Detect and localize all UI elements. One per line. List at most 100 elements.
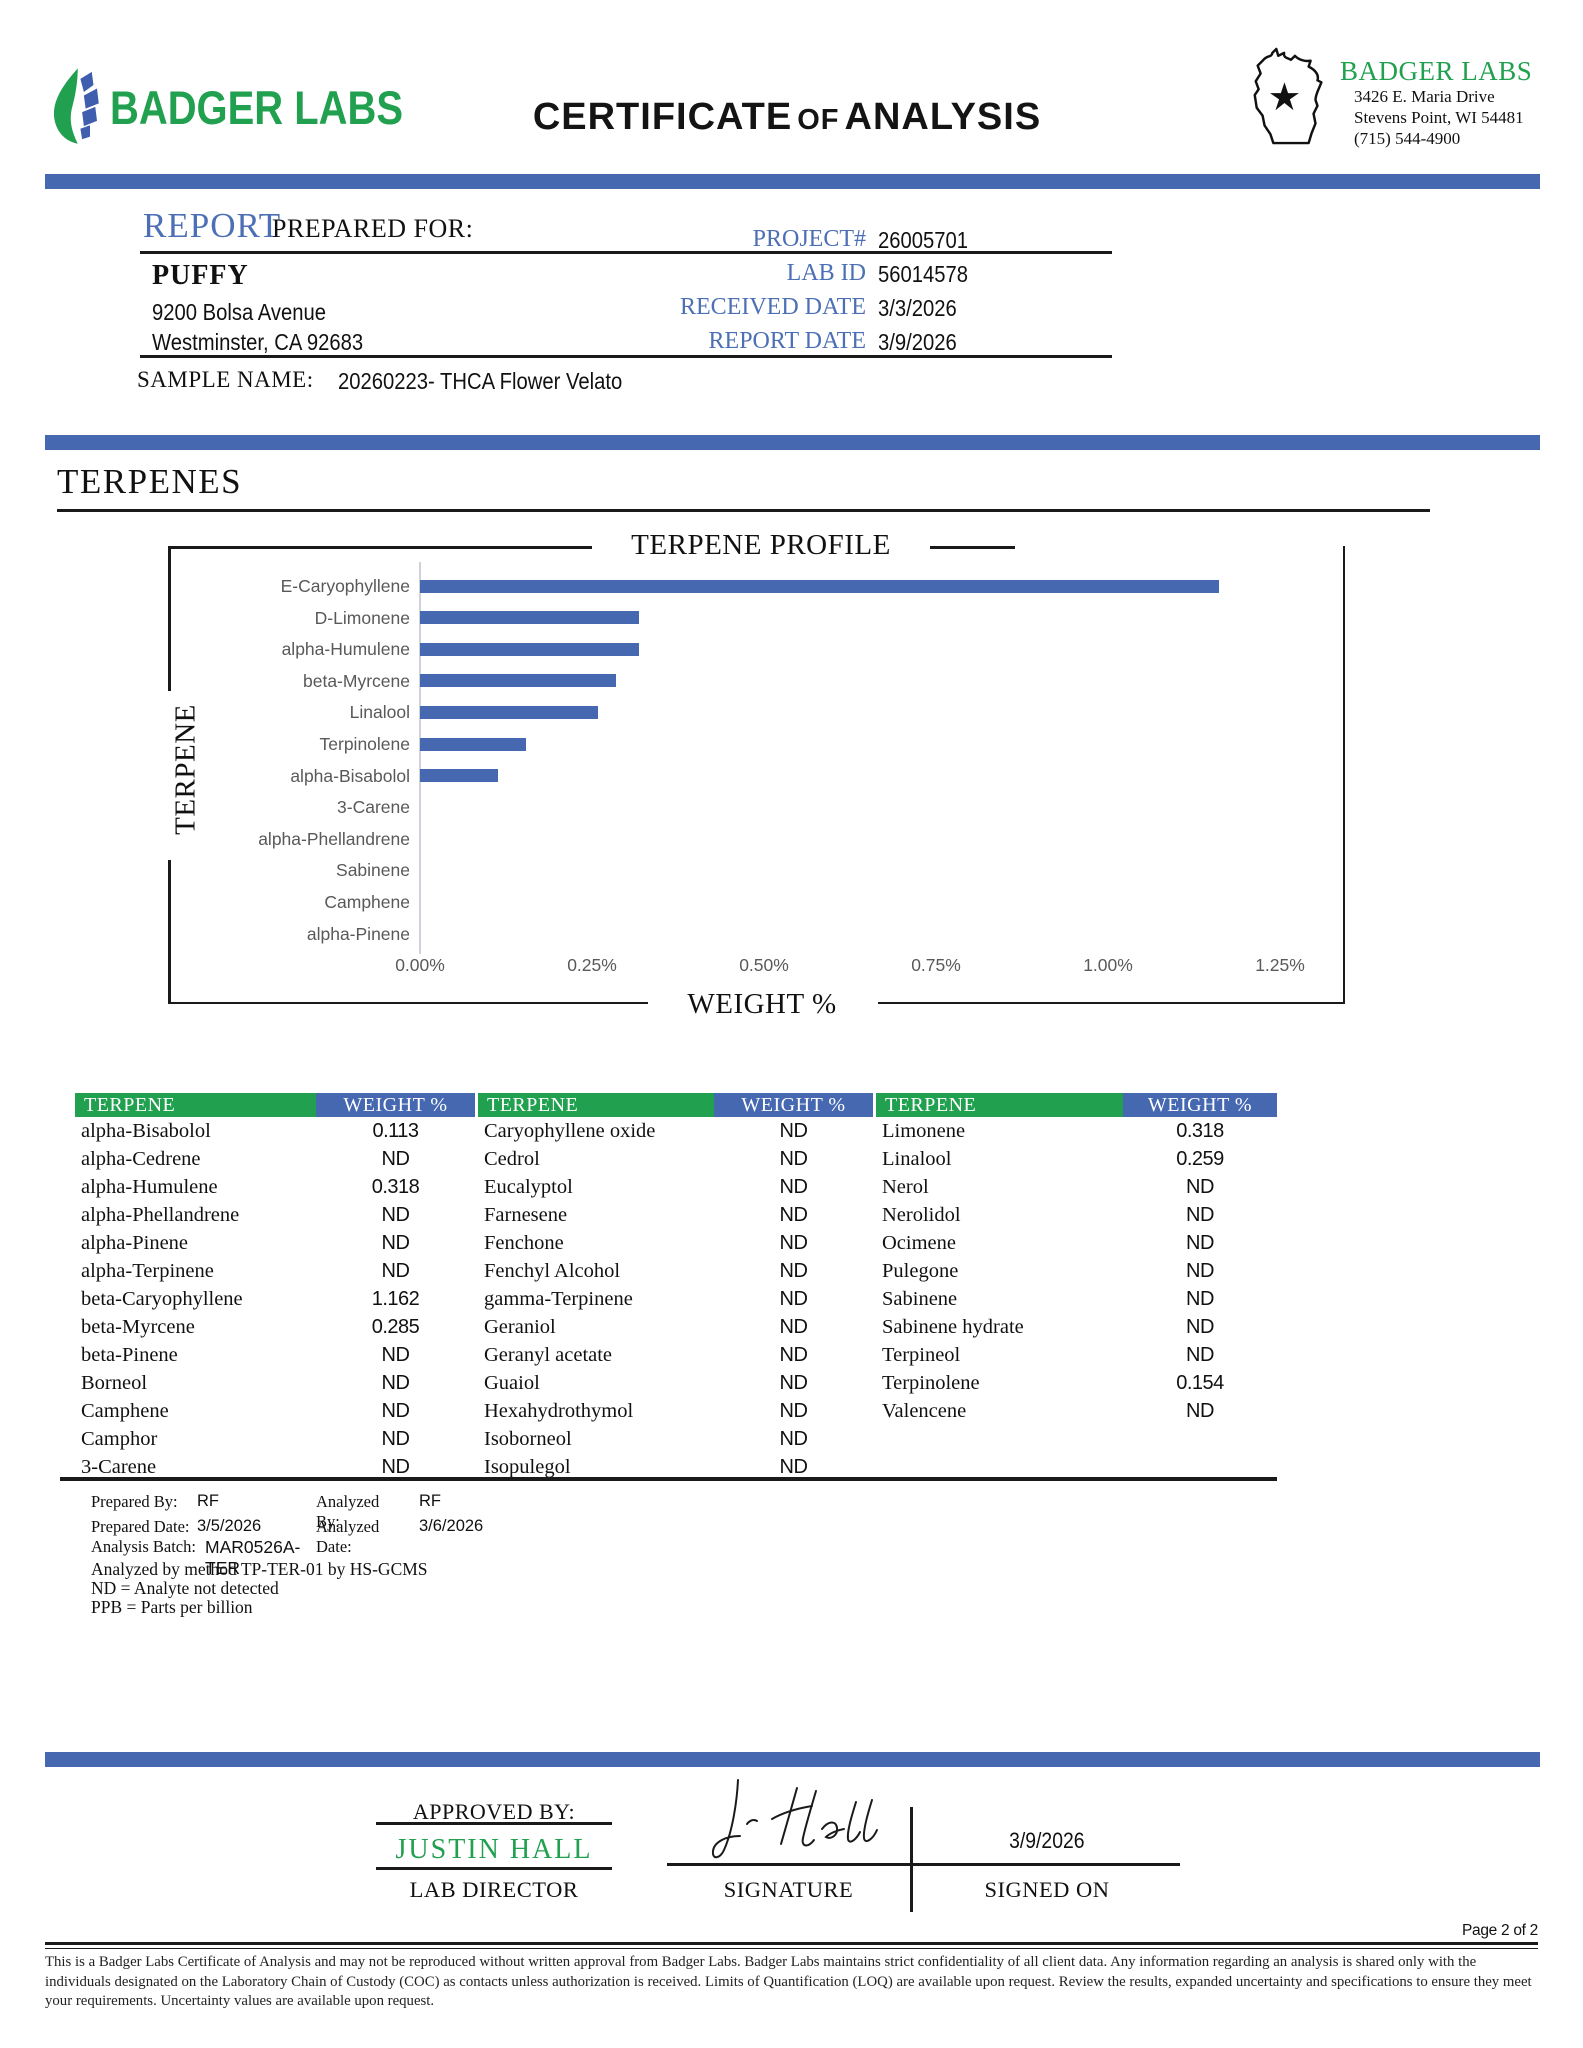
signoff-vertical-divider: [910, 1807, 913, 1912]
terpene-name-cell: alpha-Humulene: [81, 1176, 218, 1198]
badger-labs-logo-icon: [48, 66, 104, 151]
terpene-name-cell: Farnesene: [484, 1204, 568, 1226]
signature-label: SIGNATURE: [723, 1877, 854, 1902]
footer-rule: [45, 1942, 1538, 1949]
terpene-name-cell: Geraniol: [484, 1316, 556, 1338]
terpene-results-table: TERPENE WEIGHT % TERPENE WEIGHT % TERPEN…: [75, 1093, 1277, 1481]
terpene-value-cell: ND: [381, 1148, 410, 1170]
footer-divider-bar: [45, 1752, 1540, 1767]
prepared-date-row: Prepared Date: 3/5/2026 Analyzed Date: 3…: [91, 1517, 483, 1556]
received-date-label: RECEIVED DATE: [680, 294, 866, 320]
terpene-name-cell: Nerolidol: [882, 1204, 961, 1226]
terpene-name-cell: Fenchone: [484, 1232, 564, 1254]
chart-border-right: [1342, 546, 1345, 1004]
analyzed-date-label: Analyzed Date:: [316, 1517, 380, 1556]
terpene-name-cell: Isopulegol: [484, 1456, 571, 1478]
table-row: alpha-Pinene ND Fenchone ND Ocimene ND: [75, 1229, 1277, 1257]
terpene-name-cell: beta-Pinene: [81, 1344, 178, 1366]
lab-id-value: 56014578: [878, 261, 969, 287]
field-received-date: RECEIVED DATE 3/3/2026: [500, 294, 1140, 324]
chart-category-label: Camphene: [324, 892, 410, 912]
title-part2: ANALYSIS: [844, 96, 1042, 138]
terpene-value-cell: ND: [1186, 1204, 1214, 1226]
project-value: 26005701: [878, 227, 969, 253]
terpene-name-cell: Terpineol: [882, 1344, 961, 1366]
terpene-value-cell: 0.318: [371, 1176, 420, 1198]
sample-name-label: SAMPLE NAME:: [137, 367, 314, 392]
terpene-value-cell: 0.113: [372, 1120, 419, 1142]
terpene-value-cell: ND: [381, 1232, 410, 1254]
terpene-value-cell: ND: [381, 1400, 410, 1422]
terpene-value-cell: ND: [381, 1260, 410, 1282]
terpene-name-cell: Pulegone: [882, 1260, 959, 1282]
table-row: alpha-Cedrene ND Cedrol ND Linalool 0.259: [75, 1145, 1277, 1173]
chart-bar: [420, 611, 639, 625]
chart-border-bottom-right: [878, 1001, 1345, 1004]
chart-category-label: Sabinene: [336, 860, 410, 881]
terpene-value-cell: ND: [381, 1428, 410, 1450]
disclaimer-text: This is a Badger Labs Certificate of Ana…: [45, 1954, 1532, 2010]
chart-category-label: 3-Carene: [337, 797, 410, 818]
chart-bar: [420, 642, 639, 656]
approver-name-line: [376, 1867, 612, 1870]
ppb-note: PPB = Parts per billion: [91, 1597, 253, 1617]
chart-x-axis-title: WEIGHT %: [687, 988, 837, 1020]
prepared-date-value: 3/5/2026: [197, 1517, 262, 1535]
project-label: PROJECT#: [752, 226, 866, 252]
terpene-name-cell: Limonene: [882, 1120, 966, 1142]
terpene-value-cell: ND: [381, 1456, 410, 1478]
prepared-date-label: Prepared Date:: [91, 1517, 190, 1536]
analyzed-by-value: RF: [419, 1492, 441, 1510]
table-body: alpha-Bisabolol 0.113 Caryophyllene oxide N…: [75, 1117, 1277, 1481]
chart-x-tick-label: 0.00%: [395, 955, 445, 975]
terpene-name-cell: Camphor: [81, 1428, 158, 1450]
table-header-terpene-1: TERPENE: [75, 1093, 316, 1117]
terpene-name-cell: Sabinene hydrate: [882, 1316, 1024, 1338]
terpene-value-cell: ND: [1186, 1400, 1214, 1422]
chart-axis-line: [419, 562, 421, 954]
approver-name: JUSTIN HALL: [395, 1834, 593, 1865]
header-divider-bar: [45, 174, 1540, 189]
terpene-value-cell: ND: [779, 1316, 808, 1338]
section-title: TERPENES: [57, 462, 243, 501]
title-of: OF: [797, 104, 840, 136]
chart-bar: [420, 737, 526, 751]
terpene-name-cell: Geranyl acetate: [484, 1344, 613, 1366]
table-row: beta-Myrcene 0.285 Geraniol ND Sabinene hydr…: [75, 1313, 1277, 1341]
analysis-batch-row: Analysis Batch: MAR0526A-TER: [91, 1537, 300, 1578]
terpene-name-cell: Isoborneol: [484, 1428, 572, 1450]
table-header-weight-3: WEIGHT %: [1123, 1093, 1277, 1117]
terpene-value-cell: ND: [381, 1372, 410, 1394]
table-row: beta-Caryophyllene 1.162 gamma-Terpinene ND…: [75, 1285, 1277, 1313]
chart-bar: [420, 705, 599, 719]
lab-name: BADGER LABS: [1340, 56, 1533, 86]
terpene-value-cell: 0.285: [371, 1316, 420, 1338]
terpene-name-cell: Ocimene: [882, 1232, 956, 1254]
terpene-value-cell: ND: [1186, 1176, 1214, 1198]
terpene-profile-chart: TERPENE PROFILE WEIGHT % TERPENE E-Caryo…: [168, 529, 1345, 1020]
field-report-date: REPORT DATE 3/9/2026: [500, 328, 1140, 358]
table-header-weight-1: WEIGHT %: [316, 1093, 475, 1117]
chart-category-label: Linalool: [349, 702, 410, 723]
terpene-name-cell: Linalool: [882, 1148, 952, 1170]
terpene-value-cell: ND: [779, 1120, 808, 1142]
table-header-row: TERPENE WEIGHT % TERPENE WEIGHT % TERPEN…: [75, 1093, 1277, 1117]
terpene-name-cell: Borneol: [81, 1372, 148, 1394]
section-divider-bar: [45, 435, 1540, 450]
table-header-weight-2: WEIGHT %: [714, 1093, 873, 1117]
report-underline: [140, 251, 1112, 254]
signature-image: [700, 1774, 915, 1874]
table-row: alpha-Terpinene ND Fenchyl Alcohol ND Pulego…: [75, 1257, 1277, 1285]
analyzed-by-label: Analyzed By:: [316, 1492, 380, 1531]
terpene-name-cell: 3-Carene: [81, 1456, 157, 1478]
terpene-value-cell: [1123, 1425, 1277, 1453]
terpene-value-cell: ND: [779, 1288, 808, 1310]
lab-address-block: BADGER LABS 3426 E. Maria Drive Stevens …: [1340, 56, 1570, 149]
chart-category-label: alpha-Phellandrene: [258, 828, 410, 849]
prepared-for-label: PREPARED FOR:: [272, 214, 474, 243]
terpene-value-cell: ND: [779, 1372, 808, 1394]
terpene-value-cell: ND: [1186, 1316, 1214, 1338]
sample-divider-line: [140, 355, 1112, 358]
chart-category-label: Terpinolene: [319, 734, 410, 754]
chart-category-label: D-Limonene: [314, 607, 410, 628]
